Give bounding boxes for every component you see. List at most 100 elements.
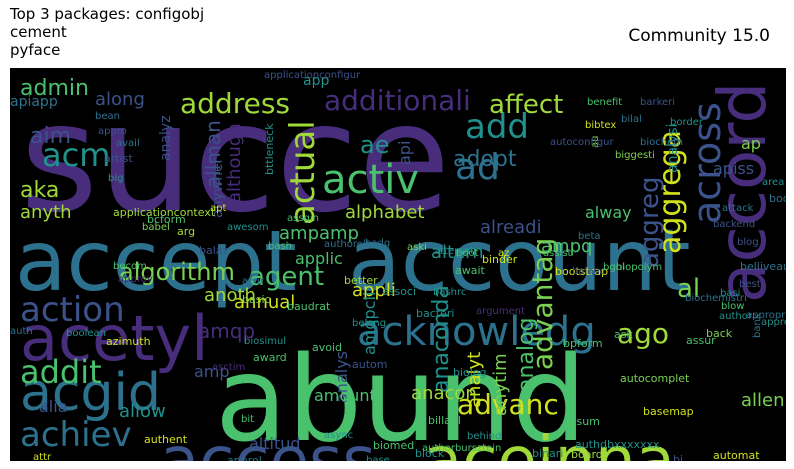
word-biosimul: biosimul [244, 336, 286, 347]
word-aka: aka [20, 178, 59, 203]
word-admin: admin [20, 76, 89, 101]
word-bttleneck: bttleneck [263, 123, 276, 175]
word-advantag: advantag [526, 238, 559, 370]
word-benefit: benefit [587, 97, 622, 108]
word-analys: analys [332, 351, 351, 403]
word-biomed: biomed [373, 439, 414, 452]
word-asctim: asctim [212, 362, 245, 373]
word-anoth: anoth [204, 285, 256, 306]
word-applicationcontext: applicationcontext [113, 206, 216, 219]
word-account: account [348, 211, 691, 311]
word-azur: azur [242, 276, 265, 287]
word-achiev: achiev [20, 415, 132, 455]
word-aim: aim [30, 124, 71, 149]
word-border: border [670, 117, 704, 128]
word-anyth: anyth [20, 202, 72, 223]
word-allen: allen [741, 390, 785, 411]
word-analyz: analyz [158, 115, 174, 161]
word-allman: allman [201, 120, 225, 188]
word-succe: succe [20, 72, 450, 246]
word-cloud-svg: succe abund accept account accord access acein… [10, 68, 786, 461]
chart-title-right: Community 15.0 [628, 26, 770, 46]
word-autom: autom [352, 358, 387, 371]
word-becom: becom [113, 261, 147, 272]
word-analog: analog [514, 318, 539, 392]
word-belong: belong [352, 318, 386, 329]
word-appropri: appropri [746, 310, 786, 321]
word-assur: assur [686, 334, 716, 347]
word-bashrc: bashrc [433, 287, 466, 298]
word-ap: ap [741, 134, 761, 153]
word-apiss: apiss [713, 159, 754, 178]
word-action: action [20, 290, 125, 330]
word-bank: bank [752, 313, 763, 338]
word-applic: applic [295, 249, 343, 268]
word-analysi: analysi [665, 124, 681, 173]
word-allow: allow [119, 401, 166, 422]
word-biochem: biochem [640, 137, 683, 148]
word-al: al [677, 274, 700, 304]
word-assist: assist [543, 248, 572, 259]
word-blog: blog [737, 237, 759, 248]
word-anywher: anywher [210, 157, 226, 218]
word-auto: auto [10, 68, 33, 71]
word-boolean: boolean [66, 328, 106, 339]
word-bean: bean [95, 111, 120, 122]
word-backend: backend [713, 219, 755, 230]
word-board: board [571, 448, 603, 461]
word-booktitl: booktitl [769, 192, 786, 205]
word-balaz: balaz [199, 244, 229, 257]
word-approl: approl [227, 454, 262, 461]
word-anytim: anytim [490, 353, 511, 416]
word-belliveau: belliveau [740, 260, 786, 273]
word-awesom: awesom [227, 222, 269, 233]
word-areal: areal [10, 68, 35, 71]
word-ad: ad [455, 147, 500, 188]
word-actual: actual [283, 120, 323, 225]
word-aski: aski [407, 242, 427, 253]
word-approv: approv [118, 274, 153, 285]
word-argument: argument [476, 306, 525, 317]
word-activ: activ [322, 157, 419, 203]
word-ask: ask [614, 328, 633, 341]
word-acknowledg: acknowledg [357, 309, 596, 355]
word-cloud-area: succe abund accept account accord access acein… [10, 68, 786, 461]
word-associ: associ [382, 285, 416, 298]
word-authoreli: authoreli [324, 239, 368, 250]
word-bootstrap: bootstrap [555, 265, 608, 278]
word-ampamp: ampamp [279, 223, 359, 244]
word-badg: badg [365, 238, 390, 249]
word-app: app [303, 73, 329, 89]
word-ago: ago [617, 317, 669, 350]
word-altern: altern [431, 242, 484, 263]
word-accord: accord [704, 82, 781, 303]
word-amqpcli: amqpcli [360, 292, 379, 355]
word-alway: alway [585, 203, 632, 222]
word-babel: babel [142, 222, 170, 233]
word-alphabet: alphabet [345, 202, 424, 223]
word-avoid: avoid [312, 341, 342, 354]
word-apt: apt [210, 203, 226, 214]
word-artist: artist [104, 152, 133, 165]
word-back: back [706, 327, 733, 340]
word-bj: bj [673, 453, 683, 461]
word-although: although [224, 123, 245, 203]
word-authdbxxxxxxx: authdbxxxxxxx [575, 438, 660, 451]
word-aggreg: aggreg [635, 176, 665, 268]
word-bacteri: bacteri [416, 307, 454, 320]
word-ampq: ampq [541, 236, 592, 257]
word-attack: attack [722, 203, 754, 214]
word-bcform: bcform [147, 213, 186, 226]
word-bash: bash [268, 241, 292, 252]
word-beta: beta [578, 231, 601, 242]
word-award: award [253, 351, 287, 364]
word-anacon: anacon [411, 383, 477, 404]
word-boot: boot [456, 248, 479, 259]
word-apprec: apprec [761, 317, 786, 328]
word-billabl: billabl [428, 414, 461, 427]
chart-title-left: Top 3 packages: configobj cement pyface [10, 5, 205, 59]
word-binari: binari [532, 447, 563, 460]
word-aggrega: aggrega [653, 130, 688, 254]
word-amp: amp [194, 362, 230, 381]
word-aceinna: aceinna [423, 424, 675, 461]
